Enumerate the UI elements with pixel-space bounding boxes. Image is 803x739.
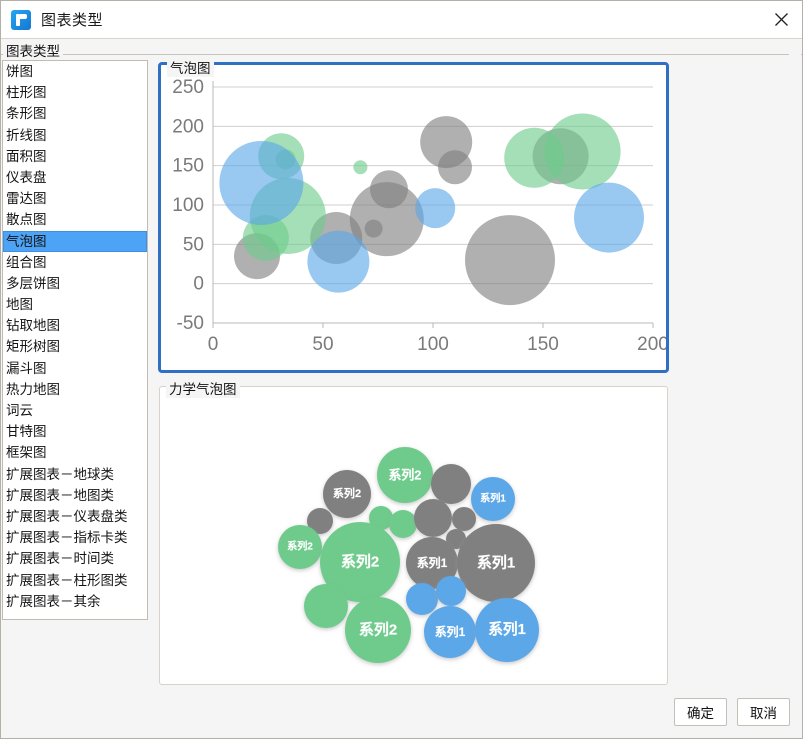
- sidebar-item-23[interactable]: 扩展图表－时间类: [6, 551, 114, 567]
- title-bar: 图表类型: [1, 1, 802, 39]
- force-bubble-19[interactable]: [475, 598, 539, 662]
- bubble-系列1-0: [219, 140, 304, 225]
- sidebar-item-16[interactable]: 词云: [6, 403, 33, 418]
- force-bubble-label-15: 系列2: [359, 621, 397, 639]
- y-tick-label-4: 150: [172, 156, 204, 177]
- sidebar-item-24[interactable]: 扩展图表－柱形图类: [6, 572, 128, 588]
- y-tick-label-2: 50: [183, 234, 204, 255]
- bubble-系列1-1: [307, 230, 370, 293]
- force-bubble-label-1: 系列2: [333, 486, 361, 500]
- force-bubble-0[interactable]: [377, 447, 433, 503]
- force-bubble-7[interactable]: [414, 499, 452, 537]
- sidebar-item-10[interactable]: 多层饼图: [6, 275, 60, 291]
- force-bubble-label-9: 系列2: [287, 540, 313, 553]
- sidebar-item-0[interactable]: 饼图: [6, 64, 33, 79]
- sidebar-item-9[interactable]: 组合图: [6, 254, 47, 270]
- bubble-系列3-4: [364, 219, 383, 238]
- x-tick-label-4: 200: [637, 334, 666, 355]
- force-bubble-9[interactable]: [278, 525, 322, 569]
- sidebar-item-4[interactable]: 面积图: [6, 148, 47, 164]
- sidebar-item-6[interactable]: 雷达图: [6, 191, 47, 207]
- bubble-系列3-7: [465, 215, 555, 306]
- bubble-系列3-3: [349, 182, 424, 257]
- chart-type-group-label: 图表类型: [3, 40, 63, 60]
- sidebar-item-11[interactable]: 地图: [6, 297, 33, 313]
- sidebar-item-8[interactable]: 气泡图: [3, 230, 147, 252]
- sidebar-item-14[interactable]: 漏斗图: [6, 360, 47, 376]
- bubble-系列2-6: [544, 113, 621, 190]
- sidebar-item-7[interactable]: 散点图: [6, 212, 47, 228]
- y-tick-label-3: 100: [172, 195, 204, 216]
- y-tick-label-5: 200: [172, 116, 204, 137]
- sidebar-item-17[interactable]: 甘特图: [6, 424, 47, 440]
- force-bubble-label-0: 系列2: [389, 468, 422, 483]
- sidebar-item-1[interactable]: 柱形图: [6, 85, 47, 101]
- sidebar-item-18[interactable]: 框架图: [6, 445, 47, 461]
- sidebar-item-3[interactable]: 折线图: [6, 127, 47, 143]
- bubble-系列1-2: [415, 188, 456, 229]
- force-bubble-chart: 系列2 系列2 系列1 系列2 系列2 系列1 系列1 系列2 系列1 系列1: [278, 447, 539, 663]
- force-bubble-label-2: 系列1: [480, 492, 506, 505]
- sidebar-item-15[interactable]: 热力地图: [6, 381, 60, 397]
- force-bubble-3[interactable]: [431, 464, 471, 504]
- window-title: 图表类型: [41, 12, 104, 29]
- group-separator: [1, 54, 802, 55]
- sidebar-item-22[interactable]: 扩展图表－指标卡类: [6, 530, 128, 546]
- x-tick-label-1: 50: [312, 334, 333, 355]
- sidebar-item-20[interactable]: 扩展图表－地图类: [6, 487, 114, 503]
- close-icon[interactable]: [758, 1, 802, 38]
- cancel-button[interactable]: 取消: [737, 698, 790, 726]
- ok-button[interactable]: 确定: [674, 698, 727, 726]
- force-bubble-chart-panel[interactable]: 系列2 系列2 系列1 系列2 系列2 系列1 系列1 系列2 系列1 系列1: [159, 386, 668, 685]
- force-bubble-label-12: 系列1: [417, 555, 448, 570]
- force-bubble-4[interactable]: [307, 508, 333, 534]
- bubble-系列3-6: [438, 150, 472, 185]
- x-tick-label-0: 0: [208, 334, 219, 355]
- force-bubble-8[interactable]: [452, 507, 476, 531]
- force-panel-label: 力学气泡图: [166, 378, 240, 398]
- force-bubble-12[interactable]: [406, 537, 458, 589]
- force-bubble-label-18: 系列1: [435, 624, 466, 639]
- sidebar-item-19[interactable]: 扩展图表－地球类: [6, 466, 114, 482]
- dialog-footer: 确定 取消: [1, 686, 802, 738]
- force-bubble-17[interactable]: [436, 576, 466, 606]
- sidebar-item-12[interactable]: 钻取地图: [6, 318, 60, 334]
- force-bubble-label-19: 系列1: [488, 620, 526, 638]
- force-bubble-5[interactable]: [369, 506, 393, 530]
- force-bubble-2[interactable]: [471, 477, 515, 521]
- sidebar-item-5[interactable]: 仪表盘: [6, 169, 47, 185]
- sidebar-item-21[interactable]: 扩展图表－仪表盘类: [6, 508, 128, 524]
- force-bubble-1[interactable]: [323, 470, 371, 518]
- force-bubble-15[interactable]: [345, 597, 411, 663]
- bubble-系列2-3: [242, 215, 289, 262]
- force-bubble-14[interactable]: [304, 584, 348, 628]
- sidebar-item-13[interactable]: 矩形树图: [6, 339, 60, 355]
- force-bubble-10[interactable]: [320, 522, 400, 602]
- bubble-panel-label: 气泡图: [167, 57, 214, 77]
- x-tick-label-3: 150: [527, 334, 559, 355]
- chart-type-list[interactable]: 饼图柱形图条形图折线图面积图仪表盘雷达图散点图气泡图组合图多层饼图地图钻取地图矩…: [2, 60, 148, 620]
- force-bubble-label-10: 系列2: [341, 553, 379, 571]
- bubble-系列1-3: [574, 182, 644, 253]
- bubble-chart-panel[interactable]: -50 0 50 100 150 200 250 0 50 100 150 200: [158, 62, 669, 373]
- sidebar-item-2[interactable]: 条形图: [6, 106, 47, 122]
- y-tick-label-6: 250: [172, 77, 204, 98]
- force-bubble-11[interactable]: [446, 529, 466, 549]
- y-tick-label-0: -50: [177, 313, 204, 334]
- force-bubble-16[interactable]: [406, 583, 438, 615]
- force-bubble-13[interactable]: [457, 524, 535, 602]
- app-logo-icon: [11, 9, 31, 30]
- force-bubble-6[interactable]: [389, 510, 417, 538]
- force-bubble-18[interactable]: [424, 606, 476, 658]
- x-tick-label-2: 100: [417, 334, 449, 355]
- sidebar-item-25[interactable]: 扩展图表－其余: [6, 593, 101, 609]
- bubble-系列2-4: [353, 160, 368, 175]
- force-bubble-label-13: 系列1: [477, 554, 515, 572]
- scrollbar-gutter[interactable]: [789, 39, 801, 699]
- y-tick-label-1: 0: [193, 274, 204, 295]
